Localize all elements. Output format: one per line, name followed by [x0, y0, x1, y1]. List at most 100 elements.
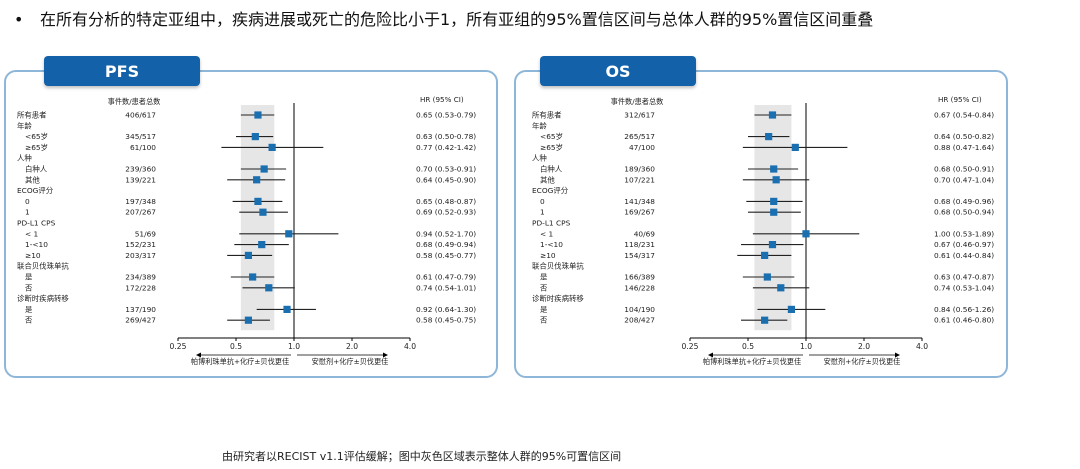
- row-label: 1-<10: [25, 240, 48, 249]
- hr-marker: [268, 143, 276, 151]
- row-events: 47/100: [629, 143, 655, 152]
- x-tick-label: 0.5: [230, 342, 242, 351]
- left-favor-label: 帕博利珠单抗+化疗±贝伐更佳: [703, 357, 801, 366]
- hr-marker: [768, 241, 777, 249]
- row-hr-text: 0.65 (0.53-0.79): [416, 111, 476, 120]
- row-events: 118/231: [624, 240, 655, 249]
- row-label: <65岁: [25, 132, 48, 141]
- row-events: 208/427: [624, 316, 655, 325]
- row-label: <65岁: [540, 132, 563, 141]
- row-events: 166/389: [624, 273, 655, 282]
- row-label: 诊断时疾病转移: [532, 294, 584, 303]
- row-events: 234/389: [125, 273, 156, 282]
- row-hr-text: 0.84 (0.56-1.26): [934, 305, 994, 314]
- row-hr-text: 0.67 (0.54-0.84): [934, 111, 994, 120]
- left-favor-label: 帕博利珠单抗+化疗±贝伐更佳: [191, 357, 289, 366]
- row-label: 人种: [532, 154, 547, 163]
- row-label: 年龄: [17, 121, 32, 130]
- row-events: 61/100: [130, 143, 156, 152]
- row-events: 146/228: [624, 283, 655, 292]
- hr-marker: [802, 230, 810, 238]
- row-hr-text: 0.64 (0.50-0.82): [934, 132, 994, 141]
- row-label: ≥10: [540, 251, 556, 260]
- row-hr-text: 0.77 (0.42-1.42): [416, 143, 476, 152]
- row-events: 137/190: [125, 305, 156, 314]
- row-hr-text: 0.68 (0.49-0.96): [934, 197, 994, 206]
- row-hr-text: 0.70 (0.47-1.04): [934, 175, 994, 184]
- hr-marker: [254, 111, 262, 119]
- x-tick-label: 1.0: [288, 342, 300, 351]
- row-hr-text: 0.74 (0.54-1.01): [416, 283, 476, 292]
- row-events: 269/427: [125, 316, 156, 325]
- row-hr-text: 0.94 (0.52-1.70): [416, 229, 476, 238]
- row-events: 40/69: [634, 229, 656, 238]
- x-tick-label: 1.0: [800, 342, 812, 351]
- row-label: 所有患者: [17, 111, 47, 120]
- hr-marker: [265, 284, 273, 292]
- row-events: 172/228: [125, 283, 156, 292]
- hr-marker: [770, 165, 778, 173]
- row-events: 141/348: [624, 197, 655, 206]
- row-hr-text: 1.00 (0.53-1.89): [934, 229, 994, 238]
- row-events: 345/517: [125, 132, 156, 141]
- hr-marker: [285, 230, 293, 238]
- right-favor-label: 安慰剂+化疗±贝伐更佳: [312, 357, 389, 366]
- row-label: 是: [540, 273, 548, 282]
- row-label: 1: [25, 208, 30, 217]
- row-hr-text: 0.68 (0.50-0.91): [934, 165, 994, 174]
- row-hr-text: 0.61 (0.44-0.84): [934, 251, 994, 260]
- row-label: PD-L1 CPS: [17, 219, 56, 228]
- row-label: 否: [25, 283, 33, 292]
- row-events: 139/221: [125, 175, 156, 184]
- hr-marker: [249, 273, 257, 281]
- events-column-header: 事件数/患者总数: [108, 97, 161, 106]
- row-label: 是: [25, 305, 33, 314]
- row-events: 203/317: [125, 251, 156, 260]
- pfs-title-tab: PFS: [44, 56, 200, 86]
- hr-marker: [768, 111, 777, 119]
- hr-marker: [260, 165, 268, 173]
- row-label: 0: [25, 197, 30, 206]
- hr-marker: [763, 273, 771, 281]
- x-tick-label: 4.0: [404, 342, 416, 351]
- overall-ci-band: [754, 105, 792, 331]
- hr-marker: [253, 176, 261, 184]
- row-events: 51/69: [135, 229, 157, 238]
- x-tick-label: 2.0: [346, 342, 358, 351]
- hr-marker: [761, 251, 769, 259]
- hr-marker: [791, 143, 799, 151]
- row-label: ECOG评分: [532, 186, 569, 195]
- row-label: 否: [540, 283, 548, 292]
- row-events: 239/360: [125, 165, 156, 174]
- events-column-header: 事件数/患者总数: [611, 97, 664, 106]
- os-title-tab: OS: [540, 56, 696, 86]
- right-arrow-icon: [895, 352, 900, 358]
- left-arrow-icon: [196, 352, 201, 358]
- row-label: 1: [540, 208, 545, 217]
- row-events: 265/517: [624, 132, 655, 141]
- hr-marker: [787, 305, 796, 313]
- right-arrow-icon: [383, 352, 388, 358]
- row-hr-text: 0.64 (0.45-0.90): [416, 175, 476, 184]
- hr-column-header: HR (95% CI): [420, 95, 464, 104]
- overall-ci-band: [240, 105, 275, 331]
- x-tick-label: 0.25: [170, 342, 187, 351]
- x-tick-label: 0.5: [742, 342, 754, 351]
- row-label: 是: [25, 273, 33, 282]
- row-events: 104/190: [624, 305, 655, 314]
- row-events: 197/348: [125, 197, 156, 206]
- row-label: < 1: [540, 229, 554, 238]
- x-tick-label: 4.0: [916, 342, 928, 351]
- pfs-forest-plot: 事件数/患者总数 HR (95% CI) 所有患者 406/617 0.65 (0.53…: [17, 95, 476, 366]
- row-label: 所有患者: [532, 111, 562, 120]
- row-hr-text: 0.65 (0.48-0.87): [416, 197, 476, 206]
- x-tick-label: 2.0: [858, 342, 870, 351]
- hr-marker: [283, 305, 291, 313]
- row-hr-text: 0.67 (0.46-0.97): [934, 240, 994, 249]
- row-events: 207/267: [125, 208, 156, 217]
- left-arrow-icon: [708, 352, 713, 358]
- row-label: ≥65岁: [25, 143, 48, 152]
- bullet: •: [14, 10, 24, 29]
- row-hr-text: 0.63 (0.50-0.78): [416, 132, 476, 141]
- row-label: 联合贝伐珠单抗: [17, 262, 69, 271]
